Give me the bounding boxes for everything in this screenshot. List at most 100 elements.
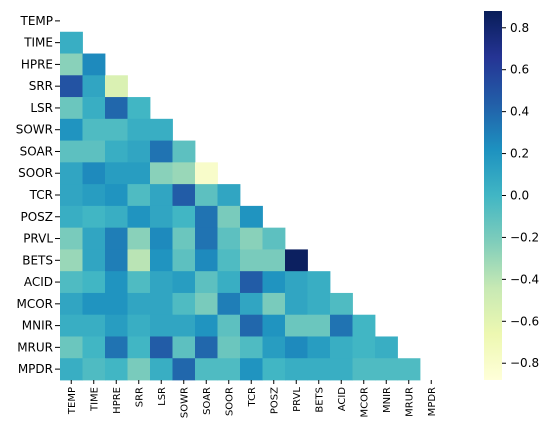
heatmap-cell-sowr-srr bbox=[127, 118, 151, 141]
heatmap-cell-posz-soor bbox=[217, 205, 241, 229]
row-label-temp: TEMP bbox=[19, 14, 53, 28]
heatmap-cell-mpdr-mnir bbox=[375, 358, 398, 381]
heatmap-cell-mcor-time bbox=[82, 292, 106, 316]
heatmap-cell-acid-temp bbox=[60, 271, 83, 294]
heatmap-cell-soor-srr bbox=[127, 162, 151, 185]
heatmap-cell-hpre-temp bbox=[60, 53, 83, 76]
colorbar-tick-label: −0.6 bbox=[510, 314, 539, 328]
heatmap-cell-mcor-srr bbox=[127, 292, 151, 316]
row-label-hpre: HPRE bbox=[21, 57, 53, 71]
colorbar-tick-label: 0.4 bbox=[510, 105, 529, 119]
heatmap-cell-sowr-lsr bbox=[150, 118, 173, 141]
column-label-sowr: SOWR bbox=[179, 387, 190, 418]
heatmap-cell-mnir-posz bbox=[262, 314, 286, 337]
heatmap-cell-bets-posz bbox=[262, 249, 286, 272]
heatmap-cell-mnir-hpre bbox=[105, 314, 128, 337]
heatmap-cell-tcr-time bbox=[82, 184, 106, 207]
heatmap-cell-acid-bets bbox=[307, 271, 331, 294]
heatmap-cell-mrur-time bbox=[82, 336, 106, 359]
heatmap-cell-soor-temp bbox=[60, 162, 83, 185]
colorbar-tick-label: 0.8 bbox=[510, 21, 529, 35]
heatmap-cell-mrur-acid bbox=[330, 336, 353, 359]
heatmap-cell-lsr-srr bbox=[127, 97, 151, 120]
heatmap-cell-mcor-soar bbox=[195, 292, 218, 316]
colorbar-gradient bbox=[484, 11, 502, 380]
heatmap-cell-mrur-posz bbox=[262, 336, 286, 359]
heatmap-cell-mpdr-soor bbox=[217, 358, 241, 381]
heatmap-cell-mrur-lsr bbox=[150, 336, 173, 359]
heatmap-cell-mcor-temp bbox=[60, 292, 83, 316]
heatmap-cell-soar-temp bbox=[60, 140, 83, 163]
row-label-mnir: MNIR bbox=[22, 319, 53, 333]
heatmap-cell-mrur-mnir bbox=[375, 336, 398, 359]
heatmap-cell-mrur-temp bbox=[60, 336, 83, 359]
heatmap-cell-acid-lsr bbox=[150, 271, 173, 294]
heatmap-cell-acid-tcr bbox=[240, 271, 263, 294]
column-label-mpdr: MPDR bbox=[427, 387, 438, 416]
heatmap-cell-posz-srr bbox=[127, 205, 151, 229]
heatmap-cell-sowr-temp bbox=[60, 118, 83, 141]
heatmap-cell-bets-lsr bbox=[150, 249, 173, 272]
heatmap-cell-mnir-sowr bbox=[172, 314, 196, 337]
heatmap-cell-sowr-hpre bbox=[105, 118, 128, 141]
heatmap-cell-mpdr-acid bbox=[330, 358, 353, 381]
heatmap-cell-prvl-srr bbox=[127, 227, 151, 250]
column-label-acid: ACID bbox=[337, 387, 348, 412]
colorbar-tick-label: −0.8 bbox=[510, 356, 539, 370]
column-label-tcr: TCR bbox=[247, 387, 258, 408]
heatmap-cell-mnir-prvl bbox=[285, 314, 308, 337]
heatmap-cell-soar-sowr bbox=[172, 140, 196, 163]
heatmap-cell-acid-prvl bbox=[285, 271, 308, 294]
heatmap-cell-mrur-mcor bbox=[352, 336, 376, 359]
heatmap-cell-tcr-soar bbox=[195, 184, 218, 207]
column-label-soar: SOAR bbox=[202, 387, 213, 415]
heatmap-cell-prvl-soor bbox=[217, 227, 241, 250]
heatmap-cells bbox=[60, 31, 421, 381]
heatmap-cell-sowr-time bbox=[82, 118, 106, 141]
heatmap-cell-mpdr-bets bbox=[307, 358, 331, 381]
heatmap-cell-acid-soor bbox=[217, 271, 241, 294]
heatmap-cell-soar-srr bbox=[127, 140, 151, 163]
row-label-tcr: TCR bbox=[29, 188, 53, 202]
row-label-time: TIME bbox=[23, 36, 53, 50]
heatmap-cell-mcor-acid bbox=[330, 292, 353, 316]
column-labels: TEMP TIME HPRE SRR LSR SOWR SOAR SOOR TCR POSZ PRV… bbox=[67, 380, 438, 418]
heatmap-cell-mcor-bets bbox=[307, 292, 331, 316]
heatmap-cell-soor-time bbox=[82, 162, 106, 185]
column-label-temp: TEMP bbox=[67, 387, 78, 415]
heatmap-cell-acid-sowr bbox=[172, 271, 196, 294]
heatmap-cell-mnir-acid bbox=[330, 314, 353, 337]
heatmap-cell-mrur-bets bbox=[307, 336, 331, 359]
heatmap-cell-prvl-tcr bbox=[240, 227, 263, 250]
heatmap-cell-mrur-soar bbox=[195, 336, 218, 359]
heatmap-cell-posz-hpre bbox=[105, 205, 128, 229]
colorbar-tick-label: 0.6 bbox=[510, 63, 529, 77]
heatmap-cell-mnir-bets bbox=[307, 314, 331, 337]
heatmap-cell-mpdr-temp bbox=[60, 358, 83, 381]
colorbar-tick-label: −0.2 bbox=[510, 230, 539, 244]
heatmap-cell-soor-soar bbox=[195, 162, 218, 185]
heatmap-cell-acid-posz bbox=[262, 271, 286, 294]
heatmap-cell-posz-lsr bbox=[150, 205, 173, 229]
heatmap-cell-mcor-soor bbox=[217, 292, 241, 316]
heatmap-cell-mpdr-mcor bbox=[352, 358, 376, 381]
heatmap-cell-mnir-soor bbox=[217, 314, 241, 337]
row-label-srr: SRR bbox=[29, 79, 53, 93]
heatmap-cell-soar-hpre bbox=[105, 140, 128, 163]
heatmap-cell-tcr-lsr bbox=[150, 184, 173, 207]
heatmap-cell-prvl-time bbox=[82, 227, 106, 250]
heatmap-cell-mcor-lsr bbox=[150, 292, 173, 316]
colorbar: 0.8 0.6 0.4 0.2 0.0 −0.2 −0.4 −0.6 −0.8 bbox=[484, 11, 539, 380]
heatmap-cell-lsr-temp bbox=[60, 97, 83, 120]
column-label-posz: POSZ bbox=[269, 387, 280, 414]
heatmap-cell-prvl-lsr bbox=[150, 227, 173, 250]
heatmap-cell-mrur-sowr bbox=[172, 336, 196, 359]
heatmap-cell-srr-time bbox=[82, 75, 106, 98]
heatmap-cell-soor-lsr bbox=[150, 162, 173, 185]
heatmap-cell-bets-sowr bbox=[172, 249, 196, 272]
row-label-mrur: MRUR bbox=[17, 340, 53, 354]
heatmap-cell-bets-soor bbox=[217, 249, 241, 272]
heatmap-cell-mpdr-lsr bbox=[150, 358, 173, 381]
heatmap-cell-mcor-tcr bbox=[240, 292, 263, 316]
